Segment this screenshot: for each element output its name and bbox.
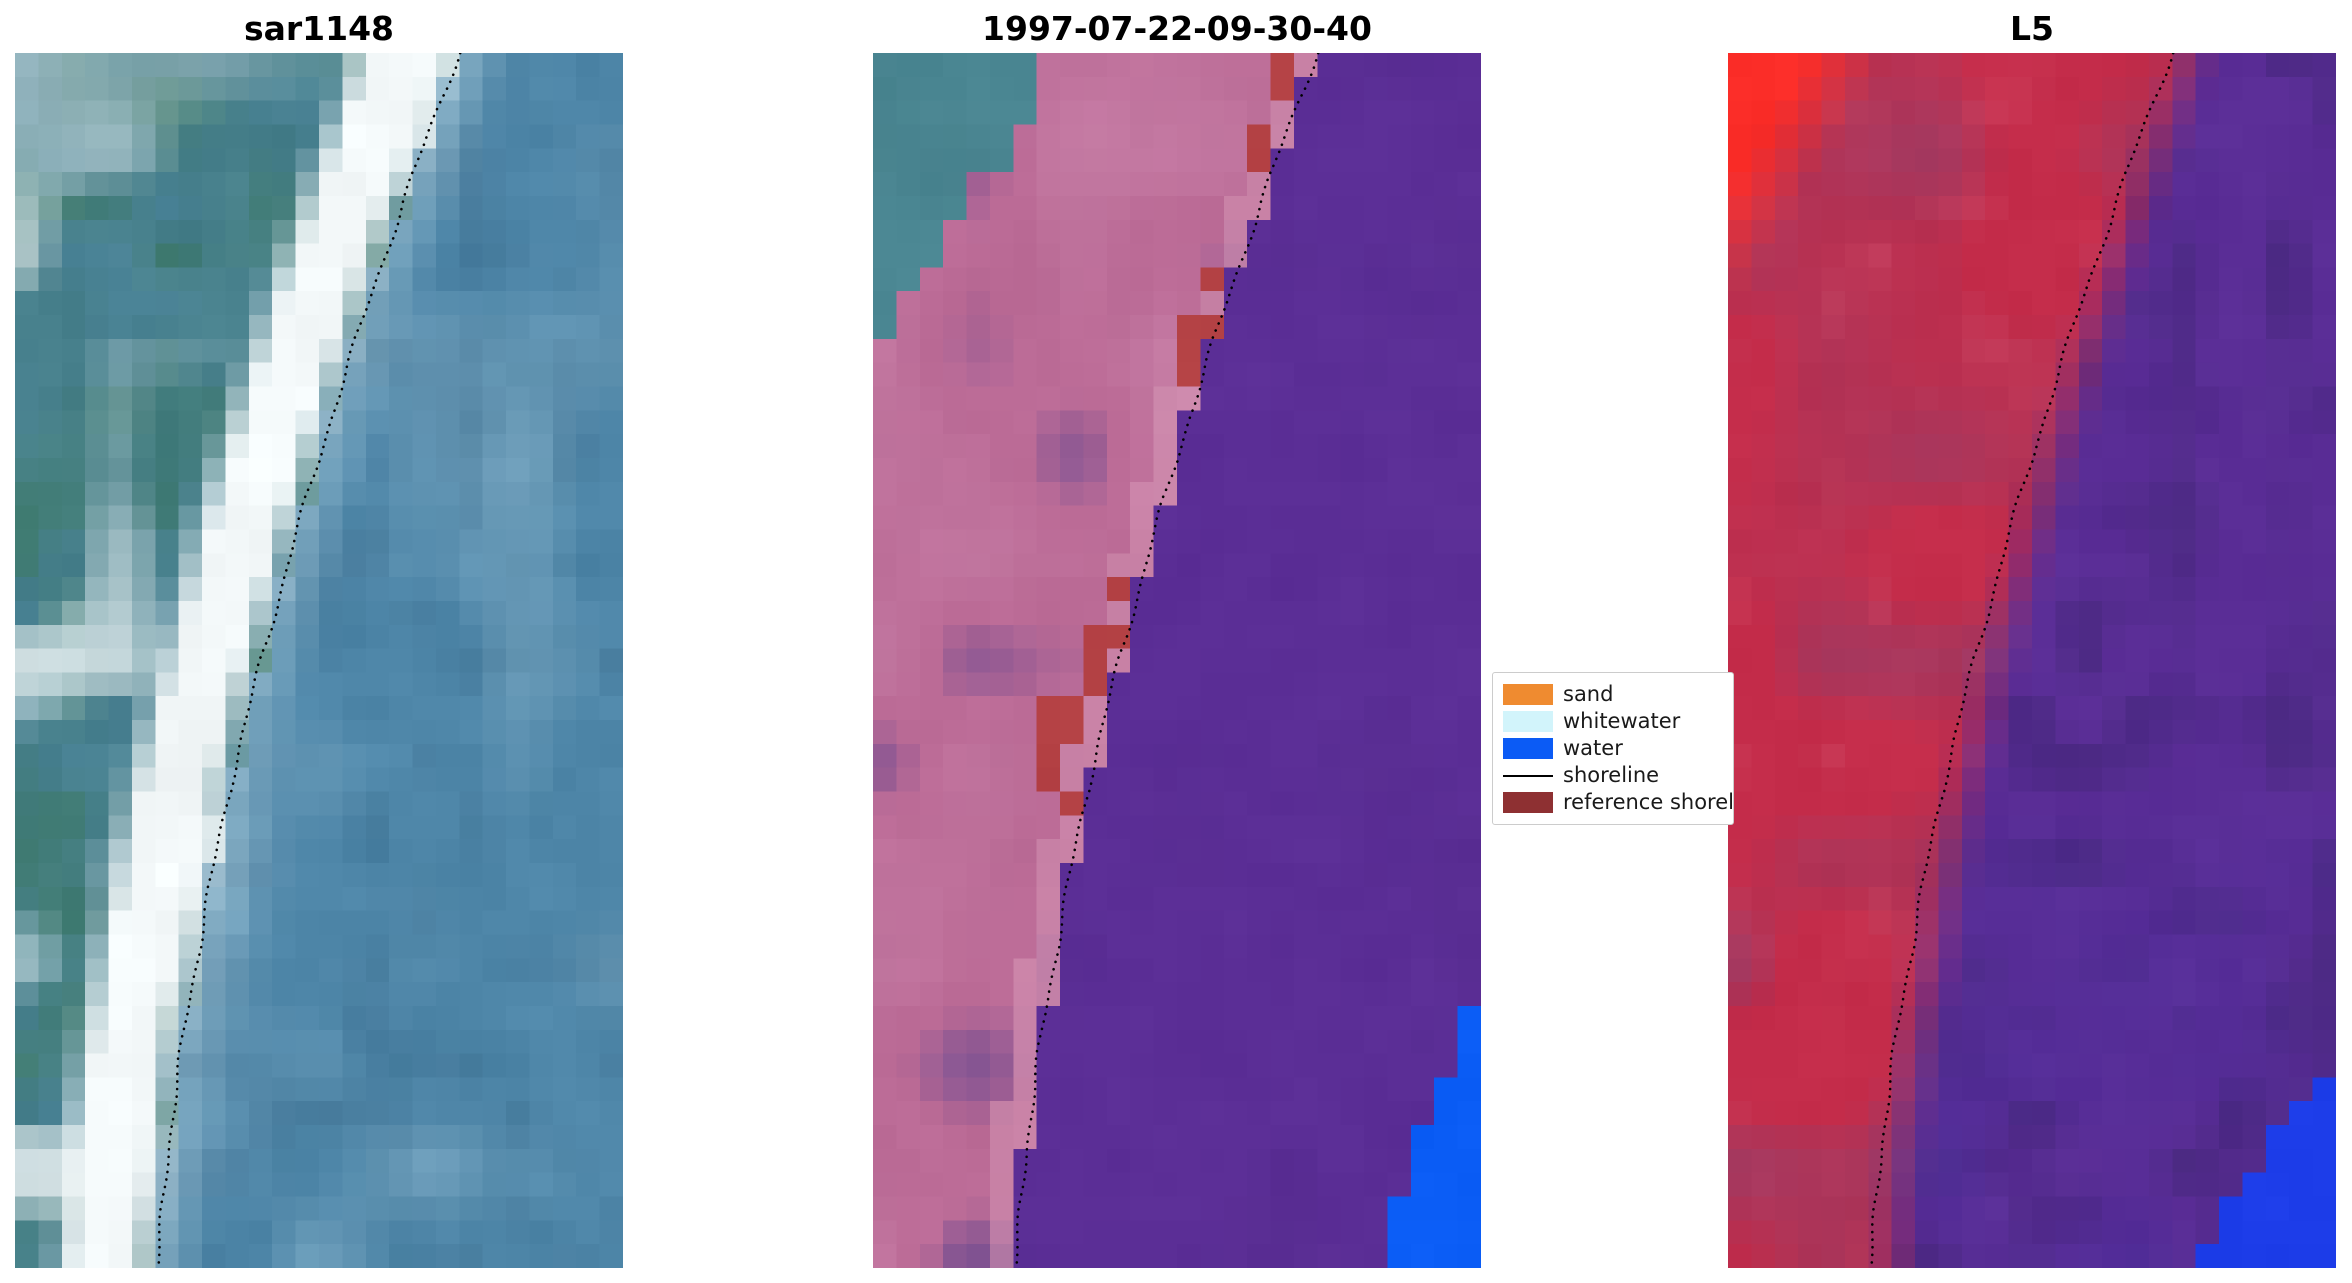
legend-label: shoreline <box>1563 763 1660 787</box>
panel-title-sar: sar1148 <box>243 9 395 48</box>
legend-label: reference shoreline <box>1563 790 1734 814</box>
legend-label: water <box>1563 736 1623 760</box>
legend-swatch-shoreline <box>1503 765 1553 786</box>
legend-item: reference shoreline <box>1503 790 1733 815</box>
legend-item: water <box>1503 736 1733 761</box>
panel-classified: 1997-07-22-09-30-40 <box>873 8 1481 1268</box>
legend-label: sand <box>1563 682 1614 706</box>
panel-title-l5: L5 <box>2010 9 2054 48</box>
legend-label: whitewater <box>1563 709 1681 733</box>
legend: sand whitewater water shoreline reference sh… <box>1492 672 1734 825</box>
legend-swatch-sand <box>1503 684 1553 705</box>
panel-title-date: 1997-07-22-09-30-40 <box>982 9 1372 48</box>
sar-image-canvas <box>15 53 623 1268</box>
legend-item: shoreline <box>1503 763 1733 788</box>
sar-image <box>15 53 623 1268</box>
landsat-image <box>1728 53 2336 1268</box>
panel-sar: sar1148 <box>15 8 623 1268</box>
legend-line-swatch <box>1503 774 1553 777</box>
legend-swatch-whitewater <box>1503 711 1553 732</box>
legend-swatch-reference-shoreline <box>1503 792 1553 813</box>
classified-image <box>873 53 1481 1268</box>
legend-item: whitewater <box>1503 709 1733 734</box>
classified-image-canvas <box>873 53 1481 1268</box>
panel-landsat: L5 <box>1728 8 2336 1268</box>
legend-item: sand <box>1503 682 1733 707</box>
landsat-image-canvas <box>1728 53 2336 1268</box>
legend-swatch-water <box>1503 738 1553 759</box>
